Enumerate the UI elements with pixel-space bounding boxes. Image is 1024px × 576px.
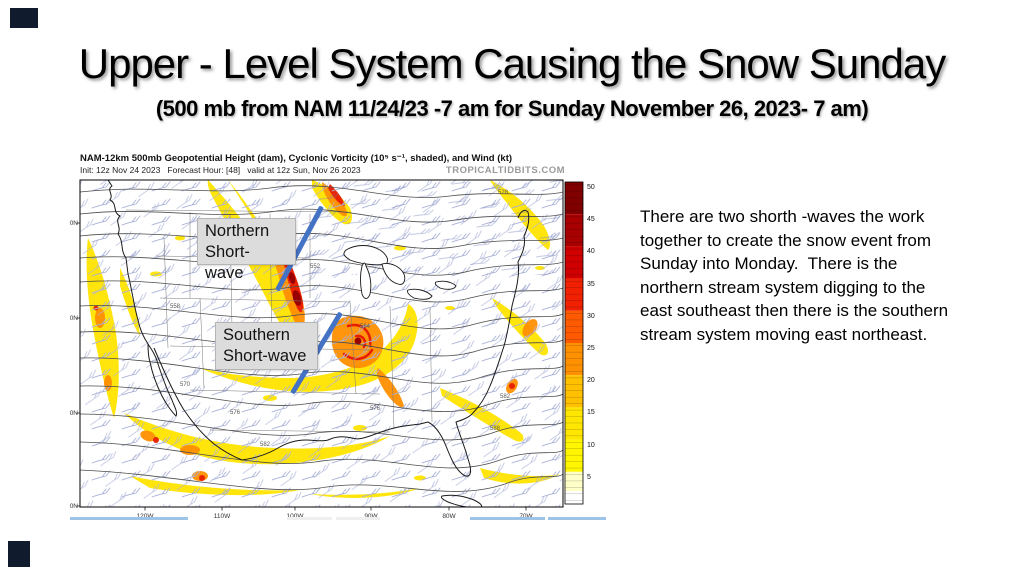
svg-text:110W: 110W [214, 513, 231, 520]
svg-text:50: 50 [587, 184, 595, 191]
svg-text:15: 15 [587, 409, 595, 416]
svg-text:0N: 0N [70, 410, 79, 417]
svg-text:5: 5 [587, 474, 591, 481]
underline-segment [70, 517, 188, 520]
svg-text:45: 45 [587, 216, 595, 223]
svg-text:582: 582 [500, 394, 511, 400]
underline-segment [287, 517, 332, 520]
svg-text:35: 35 [587, 281, 595, 288]
contour-labels: 528 552 558 564 570 576 576 582 582 588 [170, 190, 511, 448]
svg-text:100W: 100W [287, 513, 305, 520]
slide-title: Upper - Level System Causing the Snow Su… [78, 40, 947, 87]
svg-text:0N: 0N [70, 503, 79, 510]
lat-axis: 0N 0N 0N 0N [70, 220, 80, 510]
coastlines [107, 180, 530, 507]
svg-text:20: 20 [587, 377, 595, 384]
map-init-line: Init: 12z Nov 24 2023 Forecast Hour: [48… [80, 165, 361, 175]
weather-map-figure: NAM-12km 500mb Geopotential Height (dam)… [60, 152, 608, 520]
svg-text:30: 30 [587, 313, 595, 320]
svg-text:90W: 90W [364, 513, 378, 520]
great-lakes [343, 245, 457, 300]
corner-accent-top-left [10, 8, 38, 28]
underline-segment [548, 517, 606, 520]
southern-shortwave-label: Southern Short-wave [215, 322, 318, 370]
svg-text:0N: 0N [70, 315, 79, 322]
northern-shortwave-label: Northern Short-wave [197, 218, 296, 282]
svg-text:528: 528 [498, 190, 509, 196]
svg-text:552: 552 [310, 264, 321, 270]
southern-label-line2: Short-wave [223, 347, 307, 365]
underline-segment [336, 517, 380, 520]
northern-label-line1: Northern [205, 222, 270, 240]
map-border [79, 179, 564, 508]
svg-text:564: 564 [360, 324, 371, 330]
svg-text:570: 570 [180, 382, 191, 388]
lon-axis: 120W 110W 100W 90W 80W 70W [137, 507, 534, 520]
svg-text:582: 582 [260, 442, 271, 448]
svg-text:25: 25 [587, 345, 595, 352]
corner-accent-bottom-left [8, 541, 30, 567]
svg-text:70W: 70W [519, 513, 533, 520]
svg-text:0N: 0N [70, 220, 79, 227]
svg-text:576: 576 [230, 410, 241, 416]
southern-label-line1: Southern [223, 326, 290, 344]
slide-subtitle: (500 mb from NAM 11/24/23 -7 am for Sund… [155, 96, 869, 121]
svg-text:588: 588 [490, 426, 501, 432]
svg-text:10: 10 [587, 442, 595, 449]
underline-segment [470, 517, 545, 520]
colorbar: 50 45 40 35 30 25 20 15 10 5 [564, 181, 595, 505]
svg-text:558: 558 [170, 304, 181, 310]
northern-label-line2: Short-wave [205, 243, 250, 282]
contour-lines [80, 185, 563, 492]
svg-text:576: 576 [370, 406, 381, 412]
svg-text:120W: 120W [137, 513, 155, 520]
svg-text:80W: 80W [442, 513, 456, 520]
body-text: There are two shorth -waves the work tog… [640, 207, 953, 344]
map-plot-svg: 528 552 558 564 570 576 576 582 582 588 [70, 179, 595, 520]
map-watermark: TROPICALTIDBITS.COM [445, 165, 565, 176]
map-title-line: NAM-12km 500mb Geopotential Height (dam)… [80, 153, 513, 164]
svg-text:40: 40 [587, 248, 595, 255]
